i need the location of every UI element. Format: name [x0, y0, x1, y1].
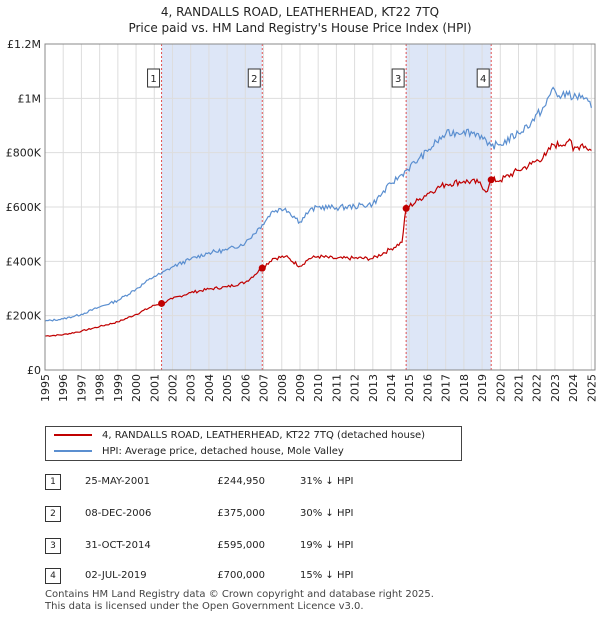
x-tick-label: 2025	[585, 374, 598, 402]
sale-point	[258, 264, 266, 272]
sale-price: £700,000	[217, 570, 265, 581]
sale-label-box	[476, 68, 490, 88]
y-tick-label: £200K	[6, 310, 42, 323]
sale-point	[402, 204, 410, 212]
y-tick-label: £800K	[6, 147, 42, 160]
sale-label-box	[391, 68, 405, 88]
sale-date: 02-JUL-2019	[85, 570, 147, 581]
sale-label-box	[147, 68, 161, 88]
sale-row: 1 25-MAY-2001 £244,950 31% ↓ HPI	[45, 474, 475, 490]
x-tick-label: 2007	[258, 374, 271, 402]
sale-row: 3 31-OCT-2014 £595,000 19% ↓ HPI	[45, 538, 475, 554]
x-tick-label: 2000	[130, 374, 143, 402]
chart-subtitle: Price paid vs. HM Land Registry's House …	[128, 21, 472, 35]
x-tick-label: 2019	[476, 374, 489, 402]
x-tick-label: 2015	[403, 374, 416, 402]
y-tick-label: £400K	[6, 255, 42, 268]
y-tick-label: £0	[27, 364, 41, 377]
y-tick-label: £1M	[18, 92, 42, 105]
x-tick-label: 2016	[421, 374, 434, 402]
footer: Contains HM Land Registry data © Crown c…	[45, 589, 434, 613]
legend-property-label: 4, RANDALLS ROAD, LEATHERHEAD, KT22 7TQ …	[102, 430, 426, 441]
x-tick-label: 2010	[312, 374, 325, 402]
chart-title: 4, RANDALLS ROAD, LEATHERHEAD, KT22 7TQ	[160, 5, 440, 19]
property-price-line	[44, 138, 592, 337]
footer-license: This data is licensed under the Open Gov…	[45, 601, 364, 612]
sale-date: 08-DEC-2006	[85, 508, 152, 519]
x-tick-label: 2014	[385, 374, 398, 402]
hpi-line	[44, 86, 592, 322]
x-tick-label: 2005	[221, 374, 234, 402]
price-chart: 1 2 3 4 £0 £200K £400K £600K £800K £1M £1.2M 1995 19…	[6, 38, 599, 402]
x-tick-label: 2008	[276, 374, 289, 402]
sale-number: 1	[45, 474, 61, 490]
sale-hpi-diff: 31% ↓ HPI	[300, 476, 354, 487]
y-tick-label: £1.2M	[7, 38, 41, 51]
x-tick-label: 2023	[549, 374, 562, 402]
x-tick-label: 2004	[203, 374, 216, 402]
sale-date: 25-MAY-2001	[85, 476, 151, 487]
plot-border	[44, 43, 596, 371]
x-tick-label: 2020	[494, 374, 507, 402]
sale-number: 4	[45, 568, 61, 584]
sale-row: 4 02-JUL-2019 £700,000 15% ↓ HPI	[45, 568, 475, 584]
sale-label-number: 4	[480, 74, 486, 85]
sale-date: 31-OCT-2014	[85, 540, 151, 551]
x-tick-label: 2011	[330, 374, 343, 402]
sale-label-number: 2	[251, 74, 257, 85]
sale-price: £375,000	[217, 508, 265, 519]
x-tick-label: 2022	[531, 374, 544, 402]
x-tick-label: 1995	[39, 374, 52, 402]
x-tick-label: 1996	[57, 374, 70, 402]
sale-hpi-diff: 19% ↓ HPI	[300, 540, 354, 551]
x-tick-label: 1999	[112, 374, 125, 402]
x-tick-label: 2001	[148, 374, 161, 402]
sale-hpi-diff: 15% ↓ HPI	[300, 570, 354, 581]
legend-property-swatch	[54, 434, 92, 436]
x-tick-label: 2018	[458, 374, 471, 402]
legend-hpi: HPI: Average price, detached house, Mole…	[54, 445, 344, 459]
x-tick-label: 2006	[239, 374, 252, 402]
legend-hpi-swatch	[54, 450, 92, 452]
sale-number: 2	[45, 506, 61, 522]
sale-point	[487, 176, 495, 184]
x-tick-label: 2012	[349, 374, 362, 402]
sale-row: 2 08-DEC-2006 £375,000 30% ↓ HPI	[45, 506, 475, 522]
sale-label-box	[247, 68, 261, 88]
y-tick-label: £600K	[6, 201, 42, 214]
footer-copyright: Contains HM Land Registry data © Crown c…	[45, 589, 434, 600]
sale-price: £244,950	[217, 476, 265, 487]
x-tick-label: 2021	[513, 374, 526, 402]
chart-legend: 4, RANDALLS ROAD, LEATHERHEAD, KT22 7TQ …	[45, 426, 462, 461]
sale-point	[158, 299, 166, 307]
x-tick-label: 2002	[166, 374, 179, 402]
legend-hpi-label: HPI: Average price, detached house, Mole…	[102, 446, 344, 457]
x-tick-label: 1998	[94, 374, 107, 402]
x-tick-label: 2017	[440, 374, 453, 402]
sale-price: £595,000	[217, 540, 265, 551]
sale-label-number: 1	[150, 74, 156, 85]
sale-hpi-diff: 30% ↓ HPI	[300, 508, 354, 519]
x-tick-label: 1997	[75, 374, 88, 402]
sale-number: 3	[45, 538, 61, 554]
x-tick-label: 2003	[185, 374, 198, 402]
x-tick-label: 2013	[367, 374, 380, 402]
legend-property: 4, RANDALLS ROAD, LEATHERHEAD, KT22 7TQ …	[54, 429, 425, 443]
x-tick-label: 2024	[567, 374, 580, 402]
sale-label-number: 3	[395, 74, 401, 85]
x-tick-label: 2009	[294, 374, 307, 402]
